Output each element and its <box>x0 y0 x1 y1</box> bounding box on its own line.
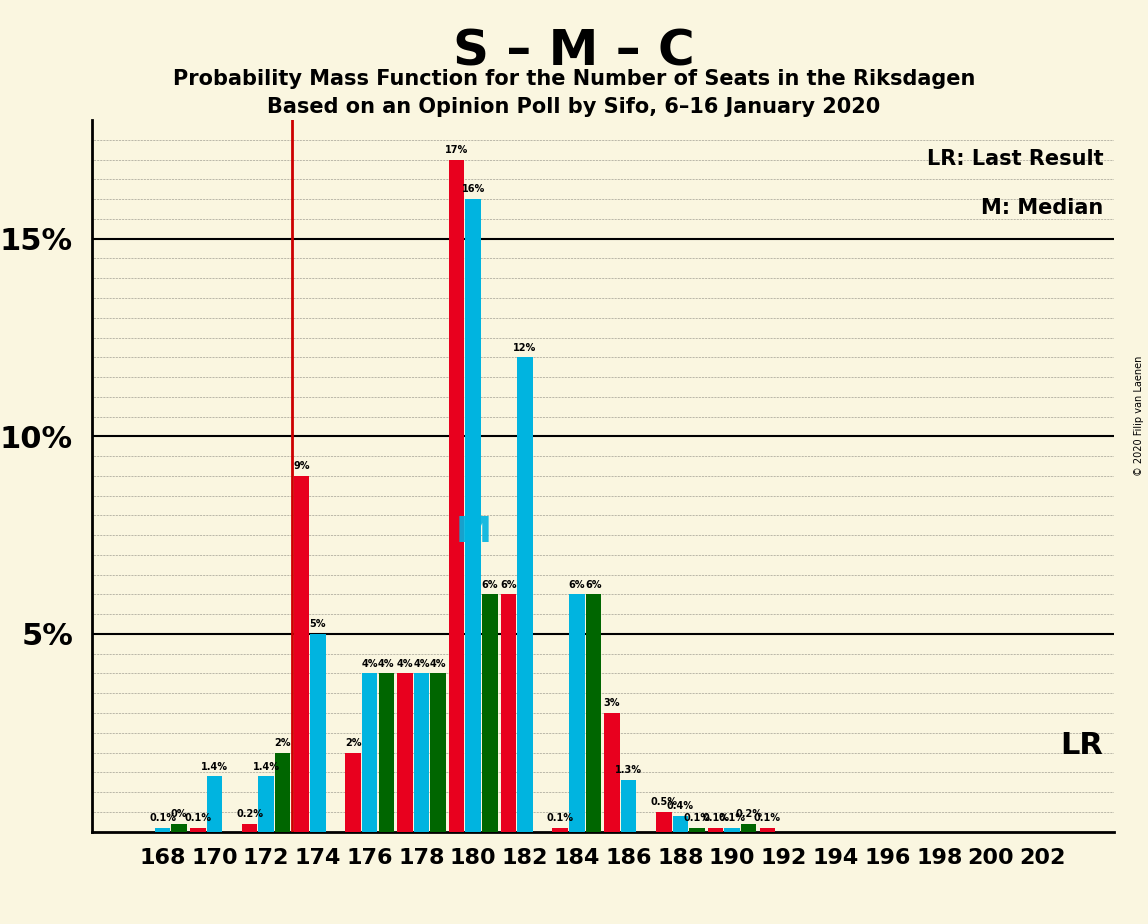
Text: 6%: 6% <box>585 579 602 590</box>
Text: © 2020 Filip van Laenen: © 2020 Filip van Laenen <box>1134 356 1143 476</box>
Text: 0%: 0% <box>171 808 187 819</box>
Text: 0.1%: 0.1% <box>185 813 211 823</box>
Bar <box>689 828 705 832</box>
Bar <box>276 752 290 832</box>
Bar <box>413 674 429 832</box>
Bar <box>552 828 568 832</box>
Text: 2%: 2% <box>344 737 362 748</box>
Bar <box>673 816 688 832</box>
Text: S – M – C: S – M – C <box>453 28 695 76</box>
Text: 0.1%: 0.1% <box>149 813 176 823</box>
Bar <box>379 674 394 832</box>
Text: LR: Last Result: LR: Last Result <box>926 149 1103 168</box>
Bar <box>760 828 775 832</box>
Text: M: Median: M: Median <box>982 199 1103 218</box>
Text: 16%: 16% <box>461 185 484 194</box>
Bar <box>242 823 257 832</box>
Bar <box>724 828 740 832</box>
Text: 0.1%: 0.1% <box>546 813 574 823</box>
Text: 4%: 4% <box>362 659 378 669</box>
Text: 0.2%: 0.2% <box>236 808 263 819</box>
Bar <box>708 828 723 832</box>
Text: 0.1%: 0.1% <box>719 813 746 823</box>
Bar <box>465 200 481 832</box>
Bar <box>585 594 602 832</box>
Text: 1.3%: 1.3% <box>615 765 642 775</box>
Bar <box>155 828 170 832</box>
Text: 1.4%: 1.4% <box>253 761 280 772</box>
Text: 2%: 2% <box>274 737 290 748</box>
Text: 9%: 9% <box>293 461 310 471</box>
Bar <box>621 780 636 832</box>
Text: 4%: 4% <box>397 659 413 669</box>
Bar <box>191 828 205 832</box>
Text: LR: LR <box>1061 732 1103 760</box>
Bar <box>346 752 360 832</box>
Text: Probability Mass Function for the Number of Seats in the Riksdagen: Probability Mass Function for the Number… <box>173 69 975 90</box>
Bar <box>171 823 187 832</box>
Bar <box>482 594 497 832</box>
Text: 12%: 12% <box>513 343 536 353</box>
Text: 17%: 17% <box>445 145 468 155</box>
Text: Based on an Opinion Poll by Sifo, 6–16 January 2020: Based on an Opinion Poll by Sifo, 6–16 J… <box>267 97 881 117</box>
Bar <box>294 476 309 832</box>
Bar <box>362 674 378 832</box>
Text: 4%: 4% <box>413 659 429 669</box>
Text: M: M <box>456 516 491 550</box>
Text: 4%: 4% <box>378 659 395 669</box>
Text: 0.5%: 0.5% <box>650 797 677 807</box>
Bar <box>569 594 584 832</box>
Text: 0.1%: 0.1% <box>754 813 781 823</box>
Text: 0.2%: 0.2% <box>735 808 762 819</box>
Bar <box>604 713 620 832</box>
Bar <box>501 594 517 832</box>
Text: 6%: 6% <box>501 579 517 590</box>
Bar <box>740 823 757 832</box>
Bar <box>518 358 533 832</box>
Text: 6%: 6% <box>568 579 585 590</box>
Bar <box>656 812 672 832</box>
Bar <box>430 674 445 832</box>
Text: 1.4%: 1.4% <box>201 761 228 772</box>
Text: 0.4%: 0.4% <box>667 801 693 811</box>
Bar <box>207 776 223 832</box>
Bar <box>310 634 326 832</box>
Text: 3%: 3% <box>604 699 620 709</box>
Bar <box>397 674 412 832</box>
Text: 6%: 6% <box>481 579 498 590</box>
Bar <box>258 776 274 832</box>
Text: 0.1%: 0.1% <box>703 813 729 823</box>
Text: 4%: 4% <box>429 659 447 669</box>
Bar <box>449 160 465 832</box>
Text: 5%: 5% <box>310 619 326 629</box>
Text: 0.1%: 0.1% <box>683 813 711 823</box>
